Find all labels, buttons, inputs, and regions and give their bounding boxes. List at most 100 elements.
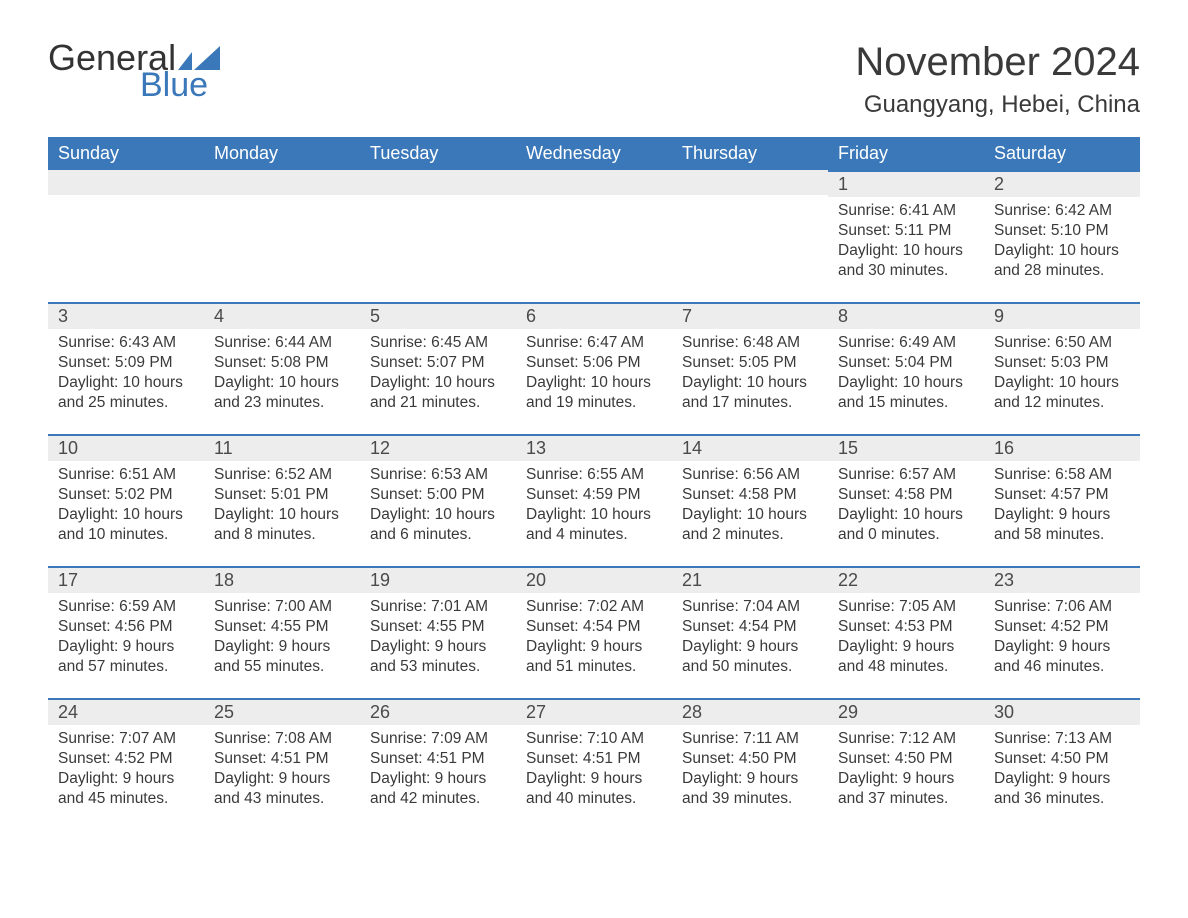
day-number: 26 — [360, 698, 516, 725]
calendar-table: SundayMondayTuesdayWednesdayThursdayFrid… — [48, 137, 1140, 830]
sunset-line: Sunset: 5:00 PM — [370, 485, 506, 505]
day-number: 10 — [48, 434, 204, 461]
day-details: Sunrise: 6:59 AMSunset: 4:56 PMDaylight:… — [48, 593, 204, 684]
day-number: 5 — [360, 302, 516, 329]
sunrise-line: Sunrise: 7:08 AM — [214, 729, 350, 749]
empty-day-bar — [204, 170, 360, 195]
calendar-day-cell: 28Sunrise: 7:11 AMSunset: 4:50 PMDayligh… — [672, 698, 828, 830]
calendar-day-cell: 6Sunrise: 6:47 AMSunset: 5:06 PMDaylight… — [516, 302, 672, 434]
sunrise-line: Sunrise: 6:50 AM — [994, 333, 1130, 353]
day-number: 11 — [204, 434, 360, 461]
sunrise-line: Sunrise: 7:05 AM — [838, 597, 974, 617]
daylight-line: Daylight: 10 hours and 28 minutes. — [994, 241, 1130, 281]
sunset-line: Sunset: 4:50 PM — [682, 749, 818, 769]
daylight-line: Daylight: 9 hours and 39 minutes. — [682, 769, 818, 809]
sunrise-line: Sunrise: 7:13 AM — [994, 729, 1130, 749]
empty-day-bar — [48, 170, 204, 195]
day-of-week-header: Wednesday — [516, 137, 672, 170]
sunset-line: Sunset: 4:51 PM — [214, 749, 350, 769]
daylight-line: Daylight: 10 hours and 17 minutes. — [682, 373, 818, 413]
day-number: 16 — [984, 434, 1140, 461]
day-number: 6 — [516, 302, 672, 329]
page-title: November 2024 — [855, 40, 1140, 85]
daylight-line: Daylight: 10 hours and 23 minutes. — [214, 373, 350, 413]
day-details: Sunrise: 6:49 AMSunset: 5:04 PMDaylight:… — [828, 329, 984, 420]
sunset-line: Sunset: 4:52 PM — [994, 617, 1130, 637]
day-number: 4 — [204, 302, 360, 329]
day-details: Sunrise: 6:51 AMSunset: 5:02 PMDaylight:… — [48, 461, 204, 552]
day-details: Sunrise: 6:44 AMSunset: 5:08 PMDaylight:… — [204, 329, 360, 420]
calendar-day-cell: 11Sunrise: 6:52 AMSunset: 5:01 PMDayligh… — [204, 434, 360, 566]
day-details: Sunrise: 6:58 AMSunset: 4:57 PMDaylight:… — [984, 461, 1140, 552]
daylight-line: Daylight: 10 hours and 25 minutes. — [58, 373, 194, 413]
day-details: Sunrise: 7:02 AMSunset: 4:54 PMDaylight:… — [516, 593, 672, 684]
daylight-line: Daylight: 9 hours and 45 minutes. — [58, 769, 194, 809]
day-number: 13 — [516, 434, 672, 461]
day-number: 27 — [516, 698, 672, 725]
calendar-day-cell: 15Sunrise: 6:57 AMSunset: 4:58 PMDayligh… — [828, 434, 984, 566]
calendar-day-cell: 8Sunrise: 6:49 AMSunset: 5:04 PMDaylight… — [828, 302, 984, 434]
sunrise-line: Sunrise: 6:59 AM — [58, 597, 194, 617]
daylight-line: Daylight: 10 hours and 6 minutes. — [370, 505, 506, 545]
sunset-line: Sunset: 4:57 PM — [994, 485, 1130, 505]
calendar-day-cell: 7Sunrise: 6:48 AMSunset: 5:05 PMDaylight… — [672, 302, 828, 434]
sunset-line: Sunset: 4:50 PM — [838, 749, 974, 769]
sunset-line: Sunset: 4:54 PM — [526, 617, 662, 637]
calendar-week-row: 24Sunrise: 7:07 AMSunset: 4:52 PMDayligh… — [48, 698, 1140, 830]
sunrise-line: Sunrise: 7:12 AM — [838, 729, 974, 749]
sunrise-line: Sunrise: 7:01 AM — [370, 597, 506, 617]
day-details: Sunrise: 6:42 AMSunset: 5:10 PMDaylight:… — [984, 197, 1140, 288]
header: General Blue November 2024 Guangyang, He… — [48, 40, 1140, 119]
sunrise-line: Sunrise: 6:48 AM — [682, 333, 818, 353]
calendar-day-cell: 2Sunrise: 6:42 AMSunset: 5:10 PMDaylight… — [984, 170, 1140, 302]
day-details: Sunrise: 6:50 AMSunset: 5:03 PMDaylight:… — [984, 329, 1140, 420]
day-number: 29 — [828, 698, 984, 725]
sunset-line: Sunset: 5:10 PM — [994, 221, 1130, 241]
day-number: 1 — [828, 170, 984, 197]
calendar-week-row: 3Sunrise: 6:43 AMSunset: 5:09 PMDaylight… — [48, 302, 1140, 434]
location-label: Guangyang, Hebei, China — [855, 91, 1140, 119]
calendar-day-cell: 22Sunrise: 7:05 AMSunset: 4:53 PMDayligh… — [828, 566, 984, 698]
sunrise-line: Sunrise: 6:49 AM — [838, 333, 974, 353]
day-details: Sunrise: 6:47 AMSunset: 5:06 PMDaylight:… — [516, 329, 672, 420]
daylight-line: Daylight: 10 hours and 8 minutes. — [214, 505, 350, 545]
daylight-line: Daylight: 9 hours and 48 minutes. — [838, 637, 974, 677]
day-details: Sunrise: 7:08 AMSunset: 4:51 PMDaylight:… — [204, 725, 360, 816]
daylight-line: Daylight: 9 hours and 50 minutes. — [682, 637, 818, 677]
sunrise-line: Sunrise: 7:07 AM — [58, 729, 194, 749]
day-details: Sunrise: 6:57 AMSunset: 4:58 PMDaylight:… — [828, 461, 984, 552]
day-of-week-header: Tuesday — [360, 137, 516, 170]
sunset-line: Sunset: 5:07 PM — [370, 353, 506, 373]
day-number: 14 — [672, 434, 828, 461]
calendar-day-cell: 21Sunrise: 7:04 AMSunset: 4:54 PMDayligh… — [672, 566, 828, 698]
sunset-line: Sunset: 4:58 PM — [838, 485, 974, 505]
day-number: 28 — [672, 698, 828, 725]
day-of-week-header: Monday — [204, 137, 360, 170]
day-details: Sunrise: 6:52 AMSunset: 5:01 PMDaylight:… — [204, 461, 360, 552]
daylight-line: Daylight: 10 hours and 2 minutes. — [682, 505, 818, 545]
calendar-day-cell: 19Sunrise: 7:01 AMSunset: 4:55 PMDayligh… — [360, 566, 516, 698]
calendar-day-cell: 16Sunrise: 6:58 AMSunset: 4:57 PMDayligh… — [984, 434, 1140, 566]
day-details: Sunrise: 6:48 AMSunset: 5:05 PMDaylight:… — [672, 329, 828, 420]
sunrise-line: Sunrise: 6:44 AM — [214, 333, 350, 353]
calendar-day-cell — [48, 170, 204, 302]
calendar-week-row: 10Sunrise: 6:51 AMSunset: 5:02 PMDayligh… — [48, 434, 1140, 566]
calendar-day-cell: 4Sunrise: 6:44 AMSunset: 5:08 PMDaylight… — [204, 302, 360, 434]
daylight-line: Daylight: 10 hours and 12 minutes. — [994, 373, 1130, 413]
day-number: 25 — [204, 698, 360, 725]
sunset-line: Sunset: 4:55 PM — [370, 617, 506, 637]
day-details: Sunrise: 7:06 AMSunset: 4:52 PMDaylight:… — [984, 593, 1140, 684]
sunset-line: Sunset: 4:50 PM — [994, 749, 1130, 769]
sunset-line: Sunset: 5:06 PM — [526, 353, 662, 373]
calendar-day-cell: 5Sunrise: 6:45 AMSunset: 5:07 PMDaylight… — [360, 302, 516, 434]
sunrise-line: Sunrise: 7:10 AM — [526, 729, 662, 749]
day-number: 23 — [984, 566, 1140, 593]
day-number: 2 — [984, 170, 1140, 197]
sunset-line: Sunset: 4:58 PM — [682, 485, 818, 505]
daylight-line: Daylight: 10 hours and 15 minutes. — [838, 373, 974, 413]
day-number: 15 — [828, 434, 984, 461]
sunset-line: Sunset: 5:04 PM — [838, 353, 974, 373]
calendar-day-cell — [204, 170, 360, 302]
day-details: Sunrise: 6:41 AMSunset: 5:11 PMDaylight:… — [828, 197, 984, 288]
day-number: 18 — [204, 566, 360, 593]
